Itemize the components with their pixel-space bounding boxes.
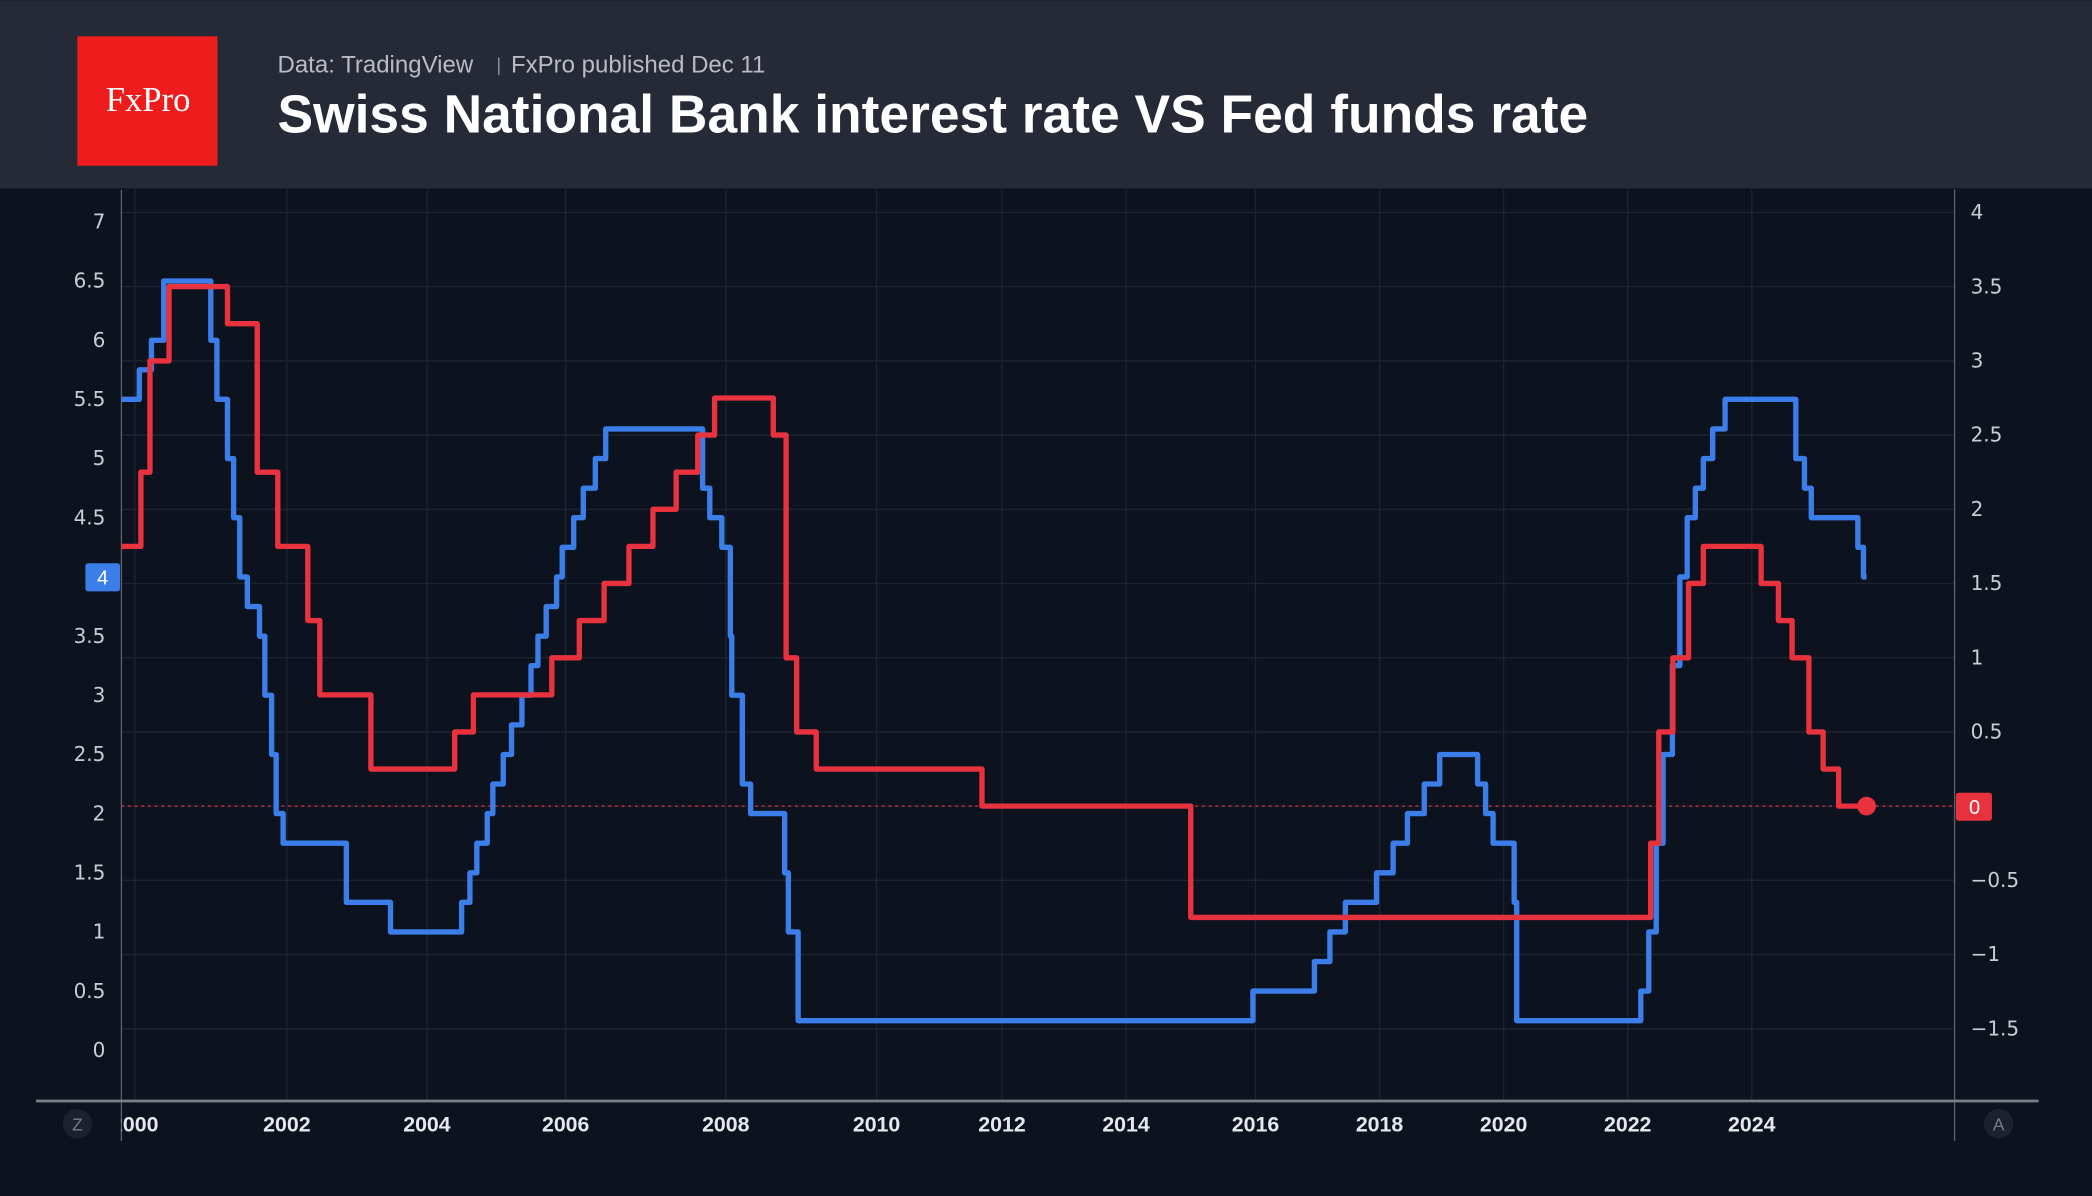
x-tick-label: 2016 xyxy=(1232,1113,1280,1137)
left-tick-label: 3.5 xyxy=(74,624,106,648)
x-tick-label: 2010 xyxy=(853,1113,900,1137)
left-tick-label: 1.5 xyxy=(74,860,106,884)
left-tick-label: 7 xyxy=(93,210,106,234)
right-tick-label: 4 xyxy=(1971,200,1984,224)
z-label: Z xyxy=(72,1114,83,1134)
data-source: Data: TradingView xyxy=(278,51,474,78)
right-tick-label: 2 xyxy=(1971,497,1984,521)
left-axis-ticks: 0 0.5 1 1.5 2 2.5 3 3.5 4.5 5 5.5 6 6.5 7 xyxy=(74,210,106,1062)
left-tick-label: 1 xyxy=(93,920,106,944)
chart-title: Swiss National Bank interest rate VS Fed… xyxy=(278,85,1589,144)
logo-text: FxPro xyxy=(106,80,191,119)
left-tick-label: 6 xyxy=(93,328,106,352)
a-label: A xyxy=(1993,1114,2005,1134)
snb-last-point xyxy=(1857,796,1876,816)
right-tick-label: 1.5 xyxy=(1971,571,2003,595)
x-tick-label: 2008 xyxy=(702,1113,750,1137)
right-tick-label: 3 xyxy=(1971,349,1984,373)
fed-last-value-badge xyxy=(85,563,121,592)
right-tick-label: 0.5 xyxy=(1971,720,2003,744)
snb-last-value: 0 xyxy=(1969,797,1980,819)
snb-last-value-badge xyxy=(1955,792,1992,821)
series-layer xyxy=(121,278,1867,1024)
x-tick-label: 2002 xyxy=(263,1113,310,1137)
x-tick-label: 2012 xyxy=(978,1113,1025,1137)
header-separator: | xyxy=(496,54,501,75)
x-tick-label: 2024 xyxy=(1728,1113,1776,1137)
x-tick-label: 2014 xyxy=(1102,1113,1150,1137)
left-tick-label: 4.5 xyxy=(74,505,106,529)
right-tick-label: −1 xyxy=(1971,942,2000,966)
fed-funds-line xyxy=(121,278,1867,1024)
fxpro-logo xyxy=(77,36,218,166)
left-tick-label: 2.5 xyxy=(74,742,106,766)
x-axis-ticks: 2000 2002 2004 2006 2008 2010 2012 2014 2016 2018… xyxy=(111,1113,1776,1137)
left-tick-label: 3 xyxy=(93,683,106,707)
right-axis-ticks: 4 3.5 3 2.5 2 1.5 1 0.5 −0.5 −1 −1.5 xyxy=(1971,200,2020,1040)
right-tick-label: −1.5 xyxy=(1971,1016,2020,1040)
left-tick-label: 0.5 xyxy=(74,979,106,1003)
left-tick-label: 5 xyxy=(93,446,106,470)
right-tick-label: 2.5 xyxy=(1971,423,2003,447)
x-tick-label: 2004 xyxy=(403,1113,451,1137)
right-tick-label: 1 xyxy=(1971,645,1984,669)
left-tick-label: 2 xyxy=(93,801,106,825)
auto-scale-right-button[interactable]: A xyxy=(1983,1108,2014,1139)
right-tick-label: 3.5 xyxy=(1971,274,2003,298)
left-tick-label: 6.5 xyxy=(74,269,106,293)
header-bar xyxy=(0,0,2092,189)
published-date: FxPro published Dec 11 xyxy=(511,51,765,78)
x-tick-label: 2000 xyxy=(111,1113,158,1137)
right-tick-label: −0.5 xyxy=(1971,868,2020,892)
x-tick-label: 2022 xyxy=(1604,1113,1651,1137)
left-tick-label: 0 xyxy=(93,1038,106,1062)
fed-last-value: 4 xyxy=(97,568,108,590)
snb-rate-line xyxy=(121,283,1867,921)
x-tick-label: 2006 xyxy=(542,1113,590,1137)
left-tick-label: 5.5 xyxy=(74,387,106,411)
auto-scale-left-button[interactable]: Z xyxy=(62,1108,93,1139)
x-tick-label: 2018 xyxy=(1356,1113,1404,1137)
x-tick-label: 2020 xyxy=(1480,1113,1527,1137)
